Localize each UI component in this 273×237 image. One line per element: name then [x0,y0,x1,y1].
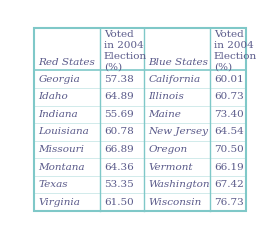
Text: Louisiana: Louisiana [38,128,89,136]
Text: Voted
in 2004
Election
(%): Voted in 2004 Election (%) [214,30,257,72]
Text: 73.40: 73.40 [214,110,244,119]
Text: Oregon: Oregon [149,145,188,154]
Text: 57.38: 57.38 [104,75,134,84]
Text: 64.89: 64.89 [104,92,134,101]
Text: 76.73: 76.73 [214,198,244,207]
Text: 60.78: 60.78 [104,128,134,136]
Text: 53.35: 53.35 [104,180,134,189]
Text: Red States: Red States [38,58,95,67]
Text: Washington: Washington [149,180,210,189]
Text: California: California [149,75,200,84]
Text: Indiana: Indiana [38,110,78,119]
Text: 64.36: 64.36 [104,163,134,172]
Text: 64.54: 64.54 [214,128,244,136]
Text: 60.01: 60.01 [214,75,244,84]
Text: Montana: Montana [38,163,85,172]
Text: 66.89: 66.89 [104,145,134,154]
Text: 67.42: 67.42 [214,180,244,189]
Text: Illinois: Illinois [149,92,184,101]
Text: Georgia: Georgia [38,75,80,84]
Text: Wisconsin: Wisconsin [149,198,202,207]
Text: Blue States: Blue States [149,58,208,67]
Text: Texas: Texas [38,180,68,189]
Text: 66.19: 66.19 [214,163,244,172]
Text: Voted
in 2004
Election
(%): Voted in 2004 Election (%) [104,30,147,72]
Text: Idaho: Idaho [38,92,68,101]
Text: Missouri: Missouri [38,145,84,154]
Text: Maine: Maine [149,110,181,119]
Text: 70.50: 70.50 [214,145,244,154]
Text: 60.73: 60.73 [214,92,244,101]
Text: New Jersey: New Jersey [149,128,208,136]
Text: Vermont: Vermont [149,163,193,172]
Text: 61.50: 61.50 [104,198,134,207]
Text: 55.69: 55.69 [104,110,134,119]
Text: Virginia: Virginia [38,198,80,207]
